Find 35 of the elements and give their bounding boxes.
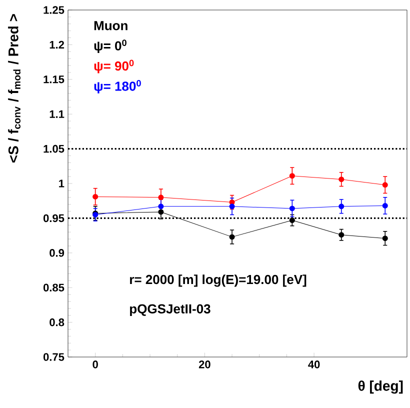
point xyxy=(338,232,344,238)
point xyxy=(229,234,235,240)
y-tick-label: 0.75 xyxy=(44,353,64,361)
y-tick-label: 1.15 xyxy=(44,76,64,84)
y-tick-label: 0.95 xyxy=(44,214,64,222)
y-tick-label: 1 xyxy=(59,180,64,188)
point xyxy=(289,173,295,179)
text: ψ= 90$^{0}$ xyxy=(94,60,134,74)
point xyxy=(289,206,295,212)
y-tick-label: 0.8 xyxy=(50,318,64,326)
y-tick-label: 1.05 xyxy=(44,144,64,153)
point xyxy=(382,202,388,208)
x-tick-label: 20 xyxy=(198,360,210,368)
x-tick-label: 0 xyxy=(92,360,98,368)
point xyxy=(229,204,235,210)
annotation: r= 2000 [m] log(E)=19.00 [eV] xyxy=(130,274,306,287)
y-tick-label: 1.2 xyxy=(50,40,64,49)
point xyxy=(92,194,98,200)
y-tick-label: 1.1 xyxy=(50,110,64,118)
y-tick-label: 0.9 xyxy=(50,249,64,257)
x-axis-title: θ [deg] xyxy=(358,380,403,394)
y-tick-label: 0.85 xyxy=(44,284,64,292)
point xyxy=(382,182,388,188)
x-tick-label: 40 xyxy=(308,360,320,368)
point xyxy=(158,209,164,215)
point xyxy=(382,236,388,242)
text: ψ= 0$^{0}$ xyxy=(94,40,126,53)
point xyxy=(338,176,344,182)
y-tick-label: 1.25 xyxy=(44,6,64,14)
point xyxy=(338,204,344,210)
y-axis-title: <S / f$_{conv}$ / f$_{mod}$ / Pred > xyxy=(8,14,20,163)
annotation: pQGSJetII-03 xyxy=(130,304,210,316)
text: ψ= 180$^{0}$ xyxy=(94,80,141,94)
point xyxy=(158,204,164,210)
legend-title: Muon xyxy=(94,21,128,30)
